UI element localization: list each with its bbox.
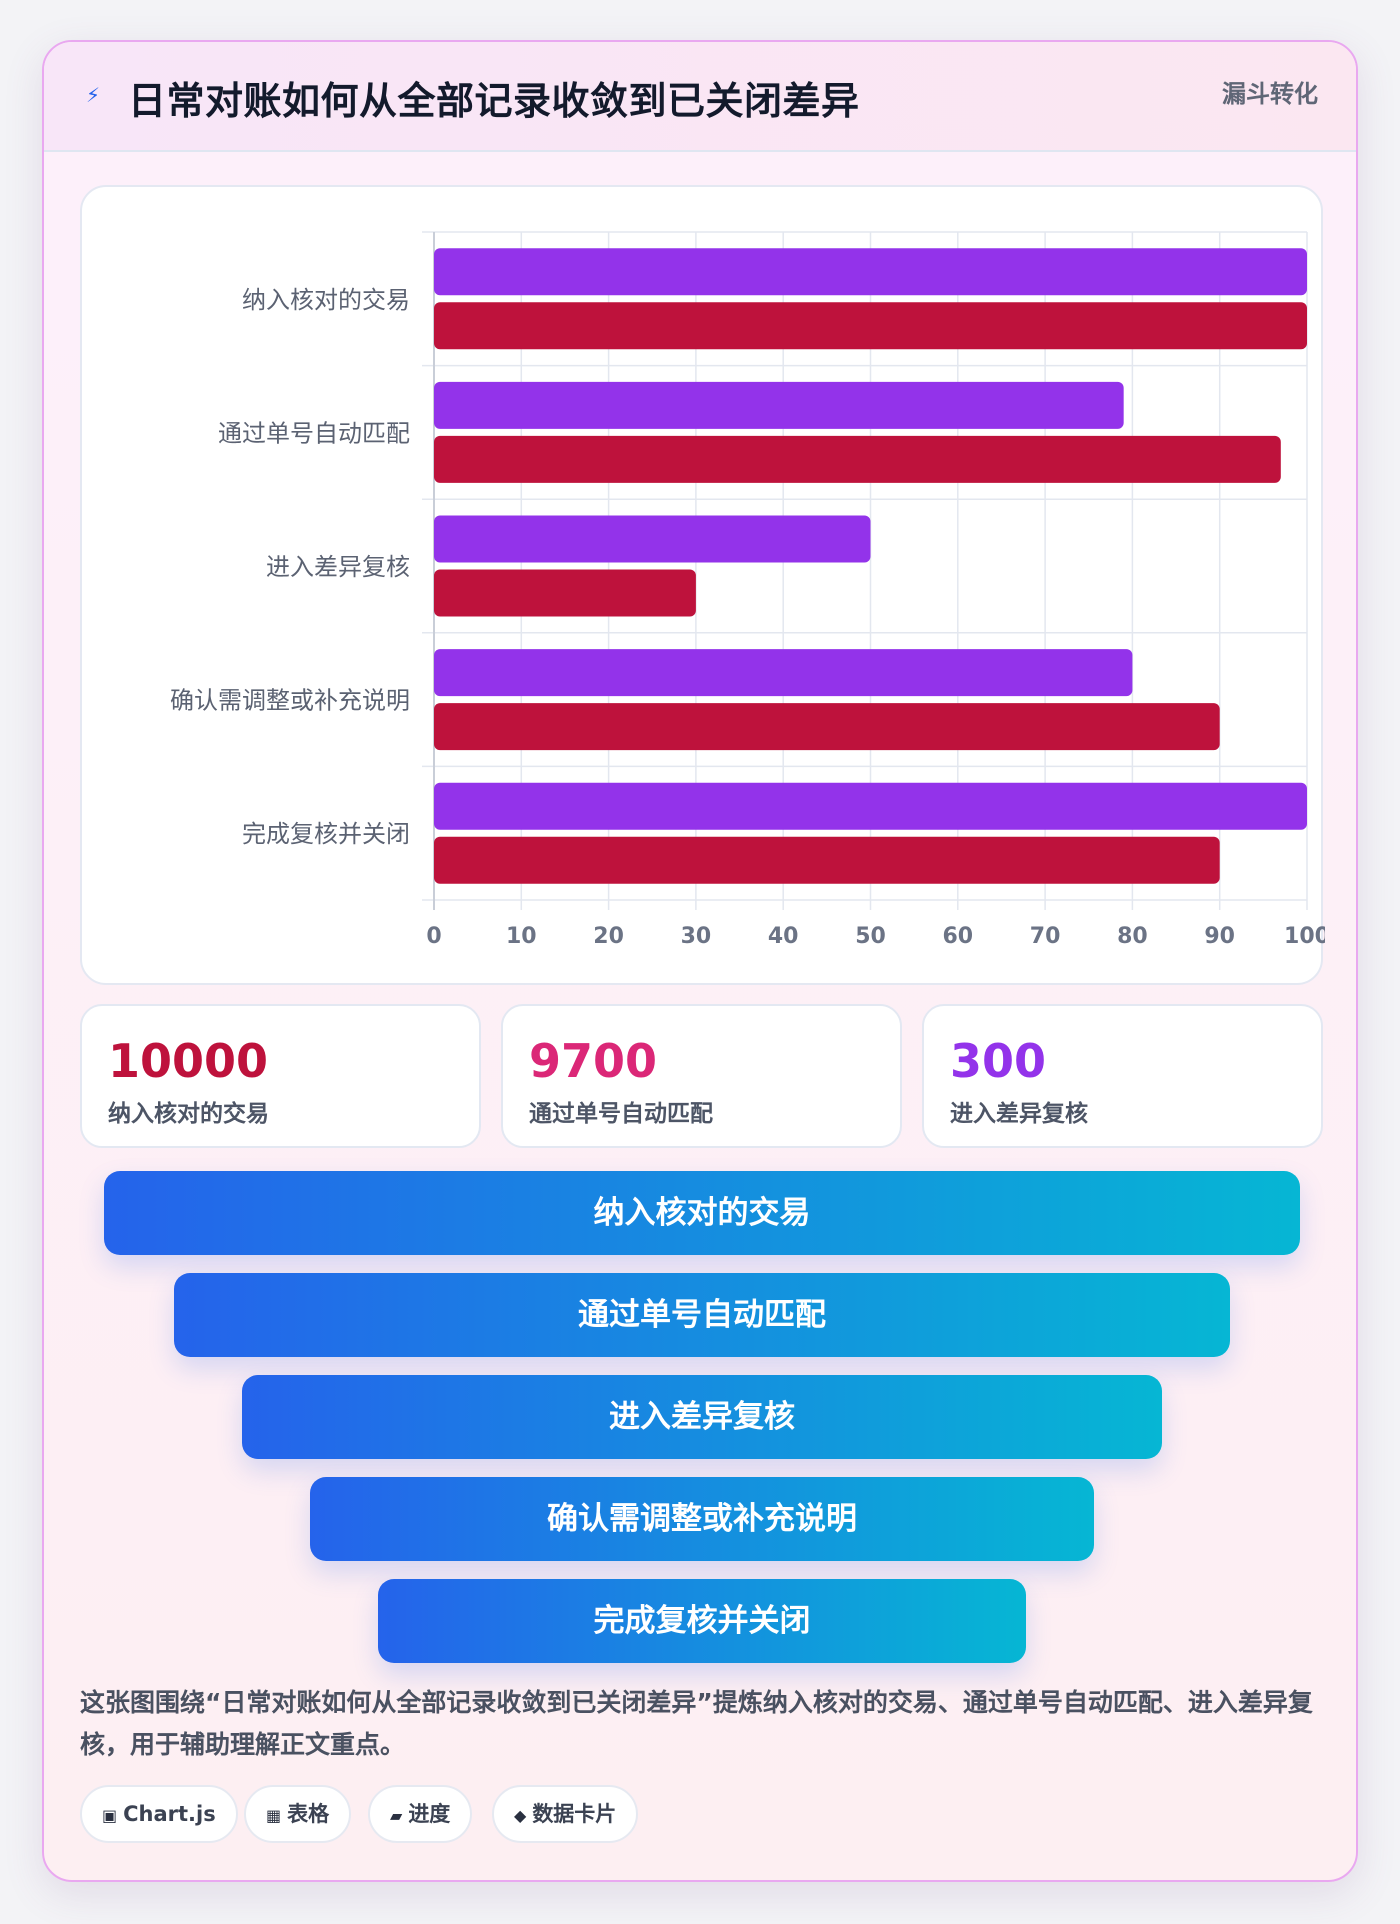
chip-label: Chart.js	[123, 1802, 216, 1826]
stat-card: 300 进入差异复核	[922, 1004, 1323, 1148]
y-category-label: 通过单号自动匹配	[218, 419, 410, 447]
x-tick-label: 10	[506, 924, 537, 949]
bar	[434, 703, 1220, 751]
x-tick-label: 70	[1030, 924, 1061, 949]
funnel-step: 纳入核对的交易	[104, 1171, 1300, 1255]
chart-type-tag: 漏斗转化	[1222, 80, 1318, 108]
stat-label: 通过单号自动匹配	[529, 1101, 713, 1127]
stat-label: 进入差异复核	[950, 1101, 1088, 1127]
x-tick-label: 20	[593, 924, 624, 949]
lightning-icon: ⚡	[85, 83, 101, 107]
y-category-label: 纳入核对的交易	[242, 286, 410, 314]
funnel-step: 确认需调整或补充说明	[310, 1477, 1094, 1561]
stat-value: 300	[950, 1034, 1047, 1088]
y-category-label: 确认需调整或补充说明	[170, 687, 410, 715]
bar	[434, 381, 1124, 429]
figure-card: ⚡ 日常对账如何从全部记录收敛到已关闭差异 漏斗转化 0 10 20 30 40 50 60…	[42, 40, 1358, 1882]
page-title: 日常对账如何从全部记录收敛到已关闭差异	[128, 79, 860, 123]
bar	[434, 435, 1281, 483]
x-tick-label: 100	[1284, 924, 1325, 949]
x-tick-label: 80	[1117, 924, 1148, 949]
stat-value: 9700	[529, 1034, 658, 1088]
card-header: ⚡ 日常对账如何从全部记录收敛到已关闭差异 漏斗转化	[44, 42, 1356, 152]
x-tick-label: 50	[855, 924, 886, 949]
stat-card: 10000 纳入核对的交易	[80, 1004, 481, 1148]
stat-card: 9700 通过单号自动匹配	[501, 1004, 902, 1148]
bar	[434, 649, 1133, 697]
chip-progress[interactable]: ▰ 进度	[368, 1785, 473, 1843]
x-tick-label: 30	[681, 924, 712, 949]
x-tick-label: 90	[1204, 924, 1235, 949]
bar	[434, 569, 696, 617]
chart-icon: ▣	[102, 1806, 118, 1825]
stat-value: 10000	[108, 1034, 269, 1088]
bar	[434, 515, 871, 563]
bar-chart-panel: 0 10 20 30 40 50 60 70 80 90 100 纳入核对的交易通过单号自动匹配进入差…	[80, 185, 1325, 985]
chip-label: 数据卡片	[532, 1802, 617, 1826]
x-tick-label: 60	[942, 924, 973, 949]
chip-data-card[interactable]: ◆ 数据卡片	[492, 1785, 639, 1843]
chip-chartjs[interactable]: ▣ Chart.js	[80, 1785, 238, 1843]
bar	[434, 782, 1307, 830]
stat-label: 纳入核对的交易	[108, 1101, 269, 1127]
x-tick-label: 40	[768, 924, 799, 949]
bar-chart: 0 10 20 30 40 50 60 70 80 90 100 纳入核对的交易通过单号自动匹配进入差…	[170, 231, 1325, 949]
bar	[434, 302, 1307, 350]
funnel-step: 进入差异复核	[242, 1375, 1162, 1459]
bar	[434, 836, 1220, 884]
y-category-label: 进入差异复核	[266, 553, 410, 581]
chip-label: 表格	[287, 1802, 330, 1826]
stat-cards: 10000 纳入核对的交易 9700 通过单号自动匹配 300 进入差异复核	[80, 1004, 1323, 1148]
bar	[434, 248, 1307, 296]
chip-label: 进度	[408, 1802, 451, 1826]
table-icon: ▦	[266, 1806, 282, 1825]
diamond-icon: ◆	[514, 1806, 527, 1825]
summary-text: 这张图围绕“日常对账如何从全部记录收敛到已关闭差异”提炼纳入核对的交易、通过单号…	[80, 1688, 1313, 1759]
y-category-label: 完成复核并关闭	[242, 820, 410, 848]
funnel-step: 通过单号自动匹配	[174, 1273, 1230, 1357]
funnel-step: 完成复核并关闭	[378, 1579, 1026, 1663]
x-tick-label: 0	[426, 924, 441, 949]
progress-icon: ▰	[390, 1806, 403, 1825]
chip-table[interactable]: ▦ 表格	[244, 1785, 352, 1843]
